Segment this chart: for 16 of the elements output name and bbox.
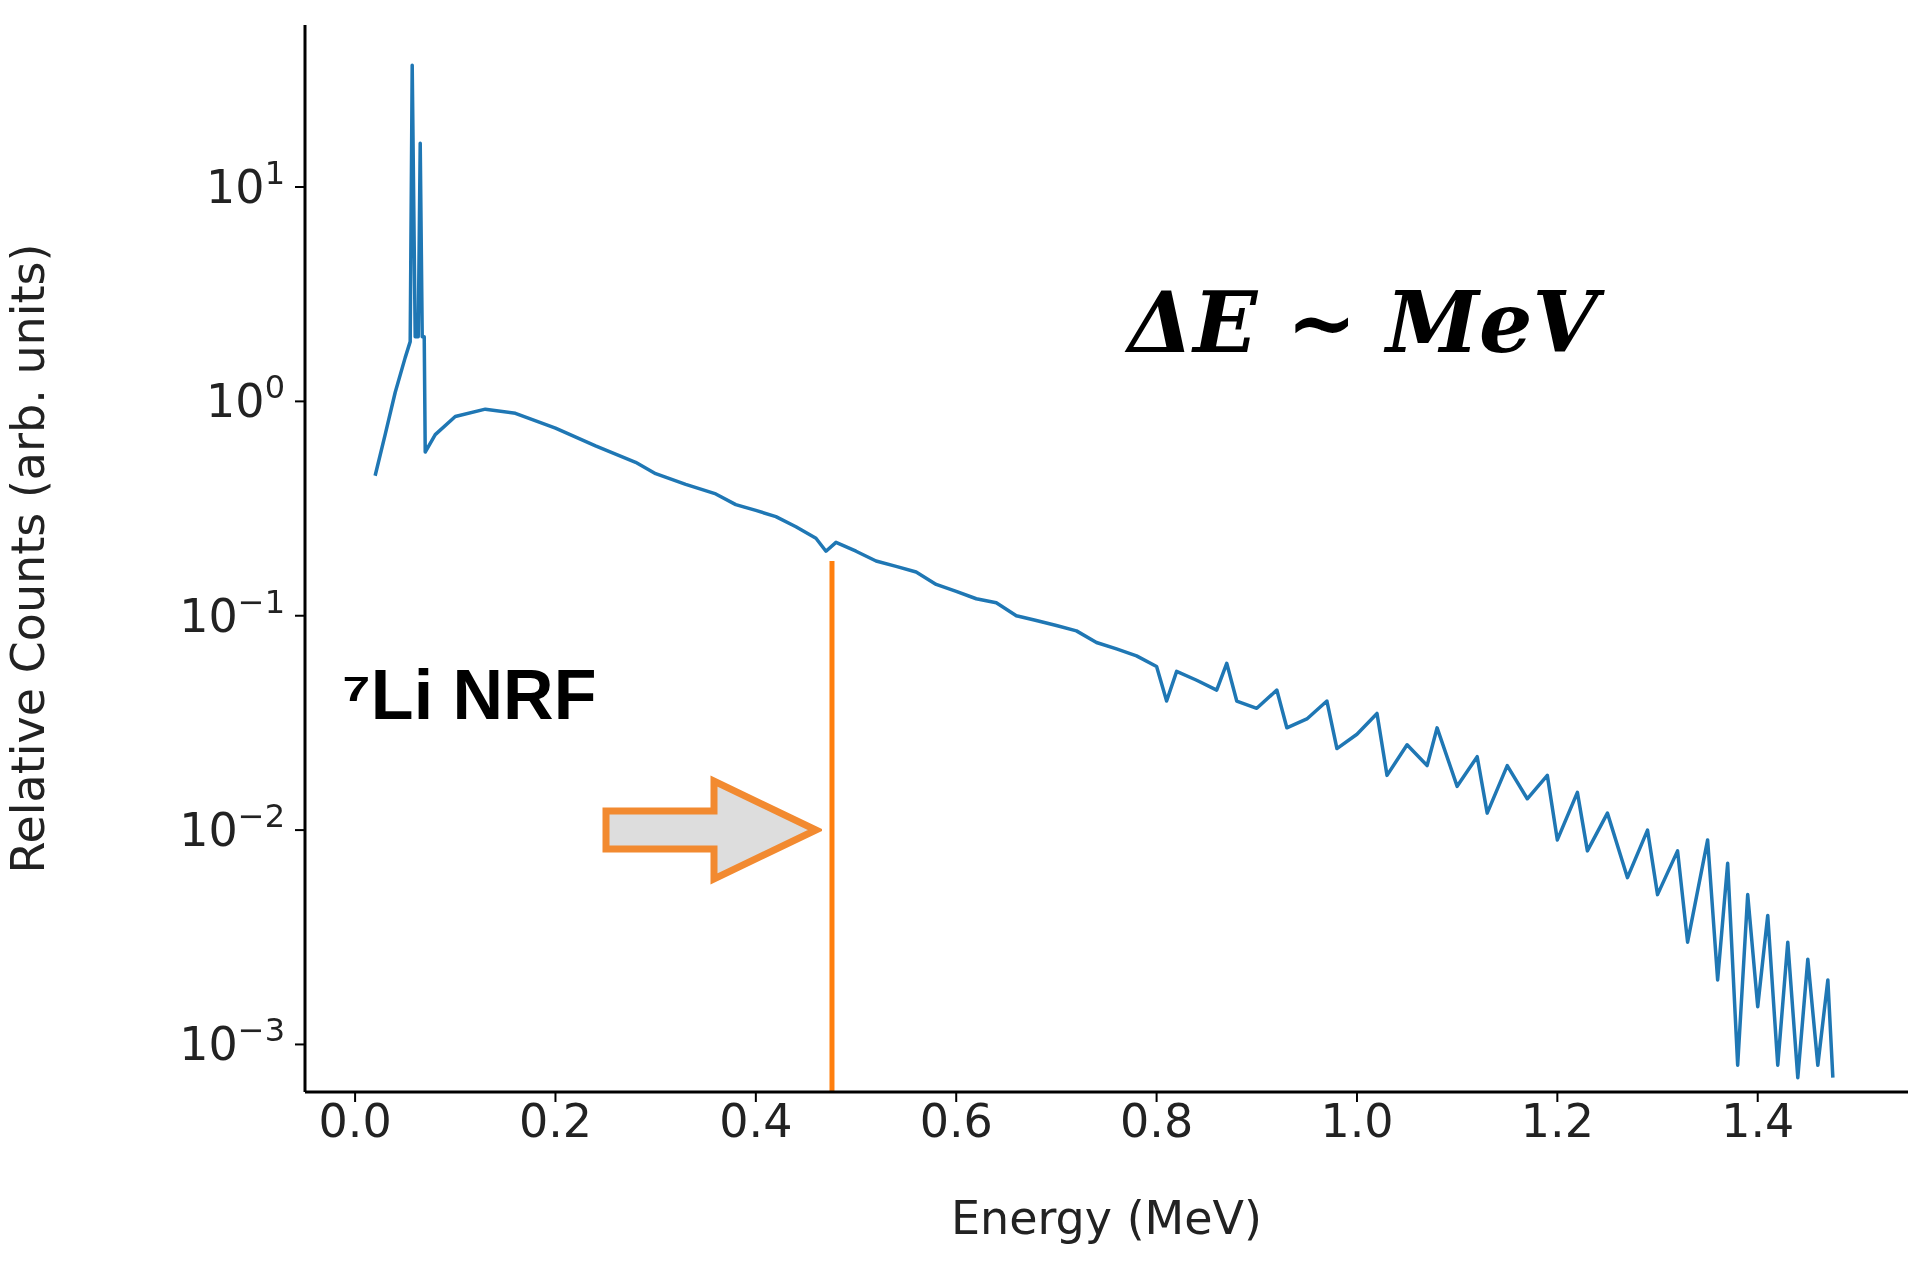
x-tick-label: 0.0 [318, 1093, 392, 1148]
annotation: ⁷Li NRF [341, 655, 597, 736]
x-tick-label: 0.4 [719, 1093, 793, 1148]
x-tick-label: 0.2 [518, 1093, 593, 1148]
y-tick-label: 10$^{−2}$ [179, 797, 285, 858]
y-tick-label: 10$^{−3}$ [179, 1011, 285, 1072]
y-tick-label: 10$^{0}$ [206, 368, 285, 429]
x-tick-label: 0.6 [919, 1093, 993, 1148]
x-tick-label: 1.2 [1520, 1093, 1594, 1148]
x-tick-label: 1.4 [1721, 1093, 1795, 1148]
x-axis-title: Energy (MeV) [950, 1191, 1263, 1245]
y-tick-label: 10$^{1}$ [206, 154, 285, 215]
y-axis-title: Relative Counts (arb. units) [1, 243, 56, 874]
y-tick-label: 10$^{−1}$ [179, 582, 285, 643]
x-tick-label: 0.8 [1120, 1093, 1194, 1148]
x-tick-label: 1.0 [1320, 1093, 1394, 1148]
